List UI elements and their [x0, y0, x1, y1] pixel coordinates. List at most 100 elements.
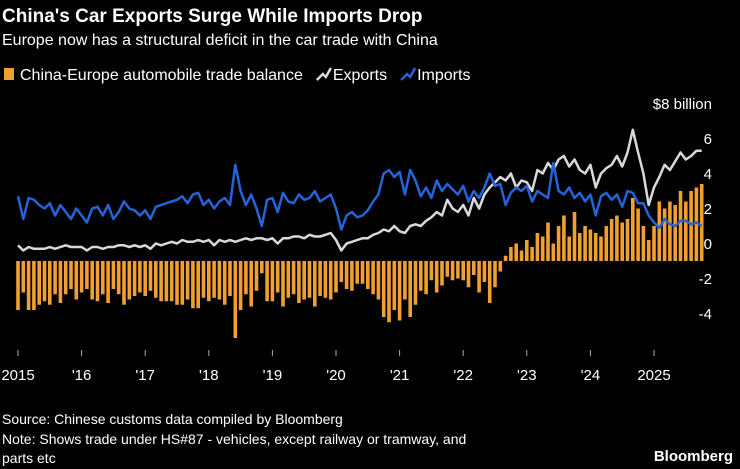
bar	[599, 236, 603, 261]
bar	[32, 261, 36, 310]
bar	[472, 261, 476, 275]
y-tick-label: 2	[704, 201, 712, 218]
bar	[328, 261, 333, 300]
bar	[408, 261, 412, 317]
bar	[498, 261, 503, 272]
bar	[175, 261, 179, 305]
bar	[689, 191, 693, 261]
bar	[85, 261, 89, 289]
bar	[397, 261, 402, 321]
bar	[48, 261, 52, 305]
bar	[164, 261, 169, 302]
bar	[79, 261, 84, 293]
legend-swatch	[315, 67, 332, 81]
bar	[265, 261, 269, 302]
bar	[593, 233, 598, 261]
bar	[138, 261, 142, 293]
bar	[201, 261, 206, 298]
bar	[668, 201, 672, 261]
bar	[376, 261, 381, 300]
bar	[222, 261, 227, 305]
bar	[419, 261, 423, 291]
bar	[646, 240, 651, 261]
bar	[26, 261, 31, 310]
bar	[387, 261, 391, 323]
bar	[355, 261, 359, 284]
bar	[684, 201, 688, 261]
bar	[270, 261, 275, 302]
bar	[74, 261, 79, 300]
bar	[254, 261, 259, 291]
x-tick-label: '23	[517, 367, 537, 384]
bar	[694, 187, 699, 261]
bar	[360, 261, 365, 284]
bar	[291, 261, 296, 295]
bar	[249, 261, 253, 307]
bar	[275, 261, 280, 293]
bar	[482, 261, 487, 282]
bar	[334, 261, 338, 293]
bar	[212, 261, 216, 298]
x-tick-label: '21	[390, 367, 410, 384]
legend-label: China-Europe automobile trade balance	[20, 67, 303, 84]
bar	[434, 261, 439, 293]
bar	[180, 261, 185, 305]
bar	[392, 261, 397, 310]
bar	[609, 219, 614, 261]
brand: Bloomberg	[654, 448, 733, 465]
bar	[21, 261, 26, 293]
bar	[615, 215, 619, 261]
bar	[456, 261, 460, 279]
bar	[366, 261, 370, 289]
bar	[143, 261, 147, 296]
bar	[477, 261, 481, 293]
bar	[217, 261, 222, 300]
bar	[699, 184, 704, 261]
bar	[604, 226, 609, 261]
bar	[403, 261, 407, 300]
bar	[90, 261, 94, 300]
bar	[16, 261, 20, 310]
bar	[572, 212, 577, 261]
y-tick-label: $8 billion	[653, 96, 712, 113]
bar	[106, 261, 110, 303]
bar	[122, 261, 126, 305]
bar	[525, 240, 529, 261]
bar	[381, 261, 386, 317]
bar	[69, 261, 73, 289]
bar	[95, 261, 100, 302]
bar	[307, 261, 312, 298]
x-tick-label: '16	[72, 367, 92, 384]
bar	[233, 261, 238, 338]
bar	[620, 222, 624, 261]
bar	[578, 233, 582, 261]
bar	[191, 261, 195, 309]
bar	[450, 261, 455, 281]
bar	[424, 261, 428, 295]
bar	[159, 261, 163, 302]
bar	[641, 226, 646, 261]
bar	[461, 261, 465, 281]
legend-swatch	[400, 67, 417, 81]
bar	[429, 261, 434, 281]
bar	[583, 226, 587, 261]
bar	[588, 229, 593, 261]
bar	[662, 208, 667, 261]
bar	[196, 261, 200, 309]
bar	[318, 261, 322, 296]
y-tick-label: 6	[704, 131, 712, 148]
bar	[53, 261, 57, 295]
bar	[371, 261, 375, 295]
bar	[281, 261, 285, 307]
bar	[111, 261, 116, 289]
bar	[413, 261, 418, 305]
bar	[631, 198, 635, 261]
bar	[493, 261, 497, 288]
bar	[440, 261, 444, 286]
bar	[37, 261, 41, 305]
bar	[519, 250, 524, 261]
x-tick-label: '18	[199, 367, 219, 384]
bar	[42, 261, 47, 302]
bar	[652, 226, 656, 261]
